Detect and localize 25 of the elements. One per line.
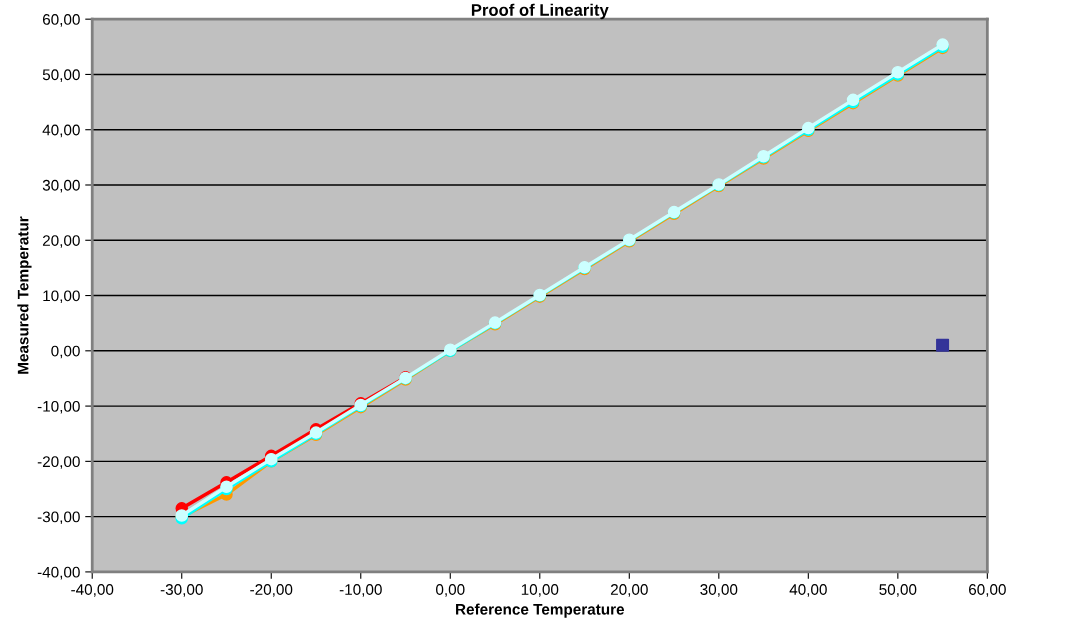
x-tick-label: -10,00 <box>339 584 382 597</box>
x-tick-label: 40,00 <box>789 584 827 597</box>
chart-title: Proof of Linearity <box>471 3 609 20</box>
y-tick-label: -40,00 <box>37 566 80 580</box>
x-tick-label: -40,00 <box>71 584 114 597</box>
x-tick-label: 10,00 <box>521 584 559 597</box>
y-tick-label: 20,00 <box>42 235 80 248</box>
y-tick-label: 40,00 <box>42 124 80 138</box>
x-tick-label: 20,00 <box>610 584 648 597</box>
y-tick-label: 50,00 <box>42 69 80 82</box>
y-axis-title: Measured Temperatur <box>17 216 32 374</box>
x-tick-label: 50,00 <box>879 584 917 597</box>
x-tick-label: -30,00 <box>160 584 203 597</box>
y-tick-label: -30,00 <box>37 511 80 525</box>
y-tick-label: -20,00 <box>37 456 80 469</box>
y-tick-label: 60,00 <box>42 14 80 27</box>
x-axis-title: Reference Temperature <box>456 603 625 618</box>
y-tick-label: -10,00 <box>37 400 80 414</box>
x-tick-label: -20,00 <box>250 584 293 597</box>
y-tick-label: 10,00 <box>43 290 80 304</box>
y-tick-label: 30,00 <box>42 179 80 193</box>
y-tick-label: 0,00 <box>51 345 80 359</box>
x-tick-label: 30,00 <box>700 584 738 597</box>
x-tick-label: 60,00 <box>969 584 1006 597</box>
x-tick-label: 0,00 <box>436 584 465 597</box>
